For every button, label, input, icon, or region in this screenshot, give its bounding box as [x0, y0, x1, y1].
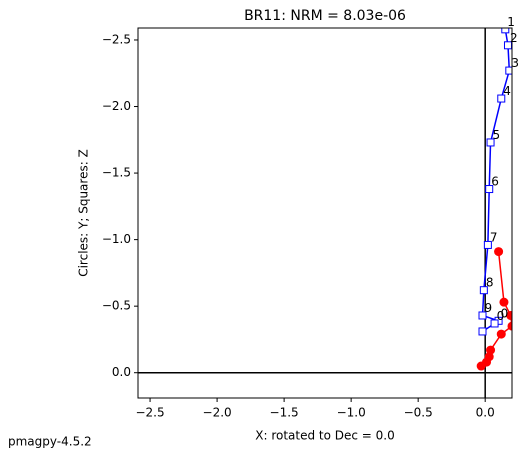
point-label: 6: [491, 175, 499, 189]
y-tick-label: −2.5: [102, 32, 131, 46]
x-tick-label: 0.0: [476, 406, 495, 420]
square-marker: [483, 240, 492, 249]
y-axis-label: Circles: Y; Squares: Z: [77, 149, 91, 277]
x-tick-label: −0.5: [404, 406, 433, 420]
circle-marker: [507, 321, 512, 331]
footer: pmagpy-4.5.2: [8, 435, 92, 449]
point-label: 4: [503, 84, 511, 98]
point-label: 8: [486, 276, 494, 290]
plot-frame: [137, 27, 513, 399]
square-marker: [505, 66, 512, 75]
square-marker: [478, 311, 487, 320]
x-tick-label: −2.5: [135, 406, 164, 420]
point-label: 0: [497, 309, 505, 323]
square-marker: [503, 41, 512, 50]
square-marker: [486, 138, 495, 147]
point-label: 2: [510, 31, 518, 45]
y-tick-label: −1.5: [102, 166, 131, 180]
x-axis-label: X: rotated to Dec = 0.0: [255, 429, 395, 443]
y-tick-label: −2.0: [102, 99, 131, 113]
square-marker: [478, 327, 487, 336]
chart-title: BR11: NRM = 8.03e-06: [244, 8, 406, 24]
point-label: 1: [507, 15, 515, 29]
square-marker: [485, 185, 494, 194]
x-tick-label: −1.0: [337, 406, 366, 420]
y-tick-label: 0.0: [112, 365, 131, 379]
square-marker: [501, 28, 510, 34]
x-tick-label: −2.0: [203, 406, 232, 420]
point-label: 7: [490, 230, 498, 244]
circle-marker: [476, 361, 486, 371]
point-label: 5: [493, 128, 501, 142]
circle-marker: [499, 297, 509, 307]
circle-marker: [506, 310, 512, 320]
circle-marker: [494, 247, 504, 257]
square-marker: [479, 286, 488, 295]
y-tick-label: −1.0: [102, 232, 131, 246]
circle-marker: [496, 329, 506, 339]
x-tick-label: −1.5: [270, 406, 299, 420]
square-marker: [497, 94, 506, 103]
point-label: 3: [511, 56, 519, 70]
point-label: 0: [501, 306, 509, 320]
point-label: 9: [485, 301, 493, 315]
square-marker: [490, 319, 499, 328]
y-tick-label: −0.5: [102, 299, 131, 313]
plot-area: [138, 28, 512, 398]
